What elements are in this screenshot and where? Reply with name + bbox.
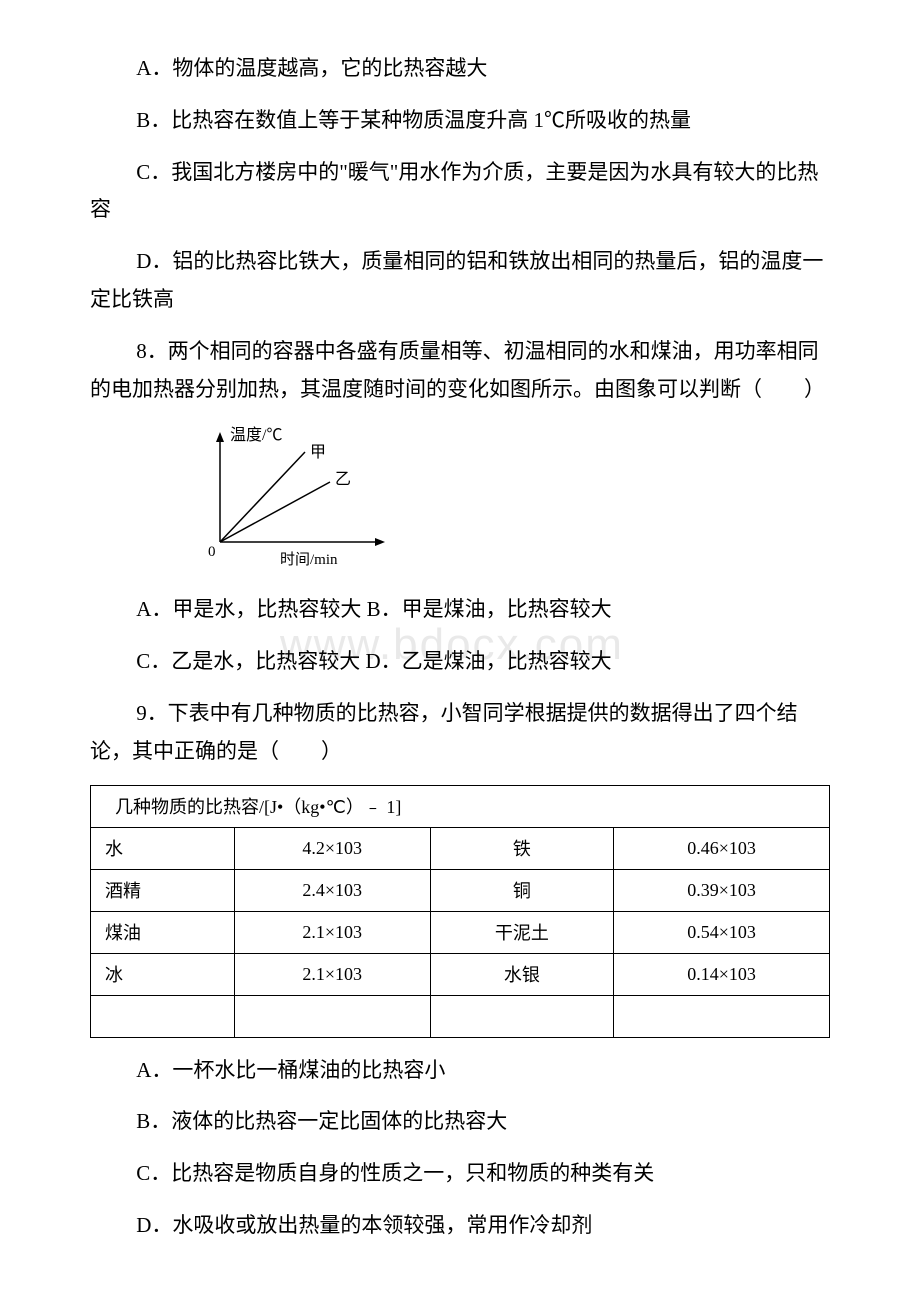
specific-heat-table: 几种物质的比热容/[J•（kg•℃）﹣ 1] 水 4.2×103 铁 0.46×… xyxy=(90,785,830,1038)
q9-stem: 9．下表中有几种物质的比热容，小智同学根据提供的数据得出了四个结论，其中正确的是… xyxy=(90,695,830,771)
q7-option-d: D．铝的比热容比铁大，质量相同的铝和铁放出相同的热量后，铝的温度一定比铁高 xyxy=(90,243,830,319)
table-row: 煤油 2.1×103 干泥土 0.54×103 xyxy=(91,911,830,953)
table-cell: 0.14×103 xyxy=(614,953,830,995)
q7-option-a: A．物体的温度越高，它的比热容越大 xyxy=(90,50,830,88)
table-cell xyxy=(91,995,235,1037)
table-cell xyxy=(234,995,430,1037)
table-cell: 铜 xyxy=(430,869,613,911)
table-cell: 水银 xyxy=(430,953,613,995)
table-cell: 0.39×103 xyxy=(614,869,830,911)
table-cell: 煤油 xyxy=(91,911,235,953)
table-cell: 4.2×103 xyxy=(234,827,430,869)
table-cell: 干泥土 xyxy=(430,911,613,953)
line-jia-label: 甲 xyxy=(310,444,326,461)
table-cell: 2.4×103 xyxy=(234,869,430,911)
line-jia xyxy=(220,452,305,542)
table-row xyxy=(91,995,830,1037)
q9-option-c: C．比热容是物质自身的性质之一，只和物质的种类有关 xyxy=(90,1155,830,1193)
table-header-cell: 几种物质的比热容/[J•（kg•℃）﹣ 1] xyxy=(91,785,830,827)
table-cell: 2.1×103 xyxy=(234,953,430,995)
line-chart-svg: 温度/℃ 甲 乙 0 时间/min xyxy=(190,422,410,572)
y-axis-label: 温度/℃ xyxy=(230,426,282,444)
q8-stem: 8．两个相同的容器中各盛有质量相等、初温相同的水和煤油，用功率相同的电加热器分别… xyxy=(90,333,830,409)
table-cell xyxy=(614,995,830,1037)
table-cell: 0.54×103 xyxy=(614,911,830,953)
q8-option-cd: C．乙是水，比热容较大 D．乙是煤油，比热容较大 xyxy=(90,643,830,681)
table-cell: 0.46×103 xyxy=(614,827,830,869)
table-cell: 2.1×103 xyxy=(234,911,430,953)
table-cell: 冰 xyxy=(91,953,235,995)
x-axis-arrow xyxy=(375,538,385,546)
table-cell: 酒精 xyxy=(91,869,235,911)
line-yi xyxy=(220,482,330,542)
q9-option-d: D．水吸收或放出热量的本领较强，常用作冷却剂 xyxy=(90,1207,830,1245)
q9-option-a: A．一杯水比一桶煤油的比热容小 xyxy=(90,1052,830,1090)
table-cell xyxy=(430,995,613,1037)
y-axis-arrow xyxy=(216,432,224,442)
line-yi-label: 乙 xyxy=(335,471,351,488)
q7-option-b: B．比热容在数值上等于某种物质温度升高 1℃所吸收的热量 xyxy=(90,102,830,140)
origin-label: 0 xyxy=(208,544,216,560)
table-cell: 铁 xyxy=(430,827,613,869)
q9-option-b: B．液体的比热容一定比固体的比热容大 xyxy=(90,1103,830,1141)
table-row: 酒精 2.4×103 铜 0.39×103 xyxy=(91,869,830,911)
table-cell: 水 xyxy=(91,827,235,869)
table-row: 水 4.2×103 铁 0.46×103 xyxy=(91,827,830,869)
table-row: 冰 2.1×103 水银 0.14×103 xyxy=(91,953,830,995)
q7-option-c: C．我国北方楼房中的"暖气"用水作为介质，主要是因为水具有较大的比热容 xyxy=(90,154,830,230)
q8-option-ab: A．甲是水，比热容较大 B．甲是煤油，比热容较大 xyxy=(90,591,830,629)
x-axis-label: 时间/min xyxy=(280,551,338,568)
q8-chart: 温度/℃ 甲 乙 0 时间/min xyxy=(190,422,830,577)
table-header-row: 几种物质的比热容/[J•（kg•℃）﹣ 1] xyxy=(91,785,830,827)
